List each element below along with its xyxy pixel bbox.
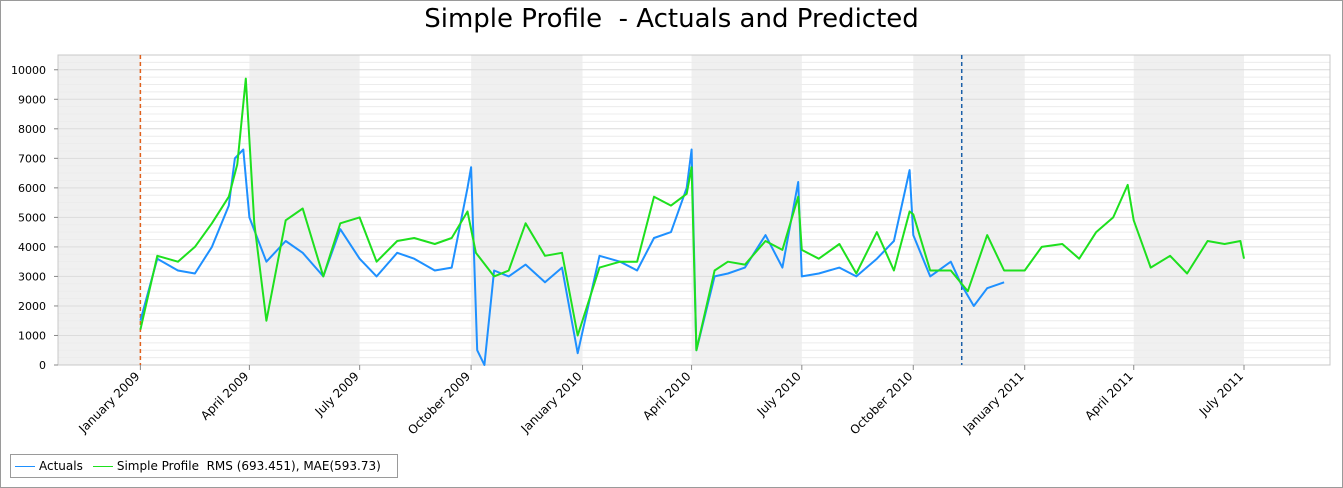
y-tick-label: 7000 bbox=[18, 152, 46, 165]
legend: Actuals Simple Profile RMS (693.451), MA… bbox=[10, 454, 398, 478]
y-tick-label: 6000 bbox=[18, 182, 46, 195]
x-axis: January 2009 April 2009 July 2009 October 2… bbox=[75, 365, 1246, 437]
x-tick-label: April 2010 bbox=[640, 369, 694, 423]
chart-title: Simple Profile - Actuals and Predicted bbox=[424, 4, 919, 34]
x-tick-label: October 2010 bbox=[847, 369, 915, 437]
legend-swatch-simple-profile bbox=[92, 465, 113, 467]
legend-swatch-actuals bbox=[15, 465, 35, 467]
x-tick-label: October 2009 bbox=[405, 369, 473, 437]
x-tick-label: July 2009 bbox=[312, 369, 362, 419]
legend-label-actuals: Actuals bbox=[39, 459, 83, 473]
y-tick-label: 9000 bbox=[18, 93, 46, 106]
x-tick-label: April 2011 bbox=[1082, 369, 1136, 423]
y-axis: 0 1000 2000 3000 4000 5000 6000 7000 8000 9000 100… bbox=[11, 64, 58, 372]
series-line-actuals bbox=[139, 148, 1005, 366]
y-tick-label: 1000 bbox=[18, 329, 46, 342]
y-tick-label: 5000 bbox=[18, 211, 46, 224]
x-tick-label: January 2009 bbox=[75, 369, 142, 436]
series-lines bbox=[139, 77, 1245, 366]
x-tick-label: January 2010 bbox=[518, 369, 585, 436]
legend-item-simple-profile: Simple Profile RMS (693.451), MAE(593.73… bbox=[92, 459, 381, 473]
x-tick-label: July 2010 bbox=[754, 369, 804, 419]
x-tick-label: January 2011 bbox=[960, 369, 1027, 436]
y-tick-label: 2000 bbox=[18, 300, 46, 313]
y-tick-label: 10000 bbox=[11, 64, 46, 77]
y-tick-label: 0 bbox=[39, 359, 46, 372]
series-line-simple-profile bbox=[139, 77, 1245, 352]
plot-area-border bbox=[57, 54, 1331, 366]
legend-label-simple-profile: Simple Profile RMS (693.451), MAE(593.73… bbox=[116, 459, 381, 473]
y-tick-label: 3000 bbox=[18, 270, 46, 283]
marker-lines bbox=[139, 55, 963, 365]
y-tick-label: 8000 bbox=[18, 123, 46, 136]
x-tick-label: July 2011 bbox=[1196, 369, 1246, 419]
legend-item-actuals: Actuals bbox=[15, 459, 83, 473]
y-tick-label: 4000 bbox=[18, 241, 46, 254]
x-tick-label: April 2009 bbox=[198, 369, 252, 423]
